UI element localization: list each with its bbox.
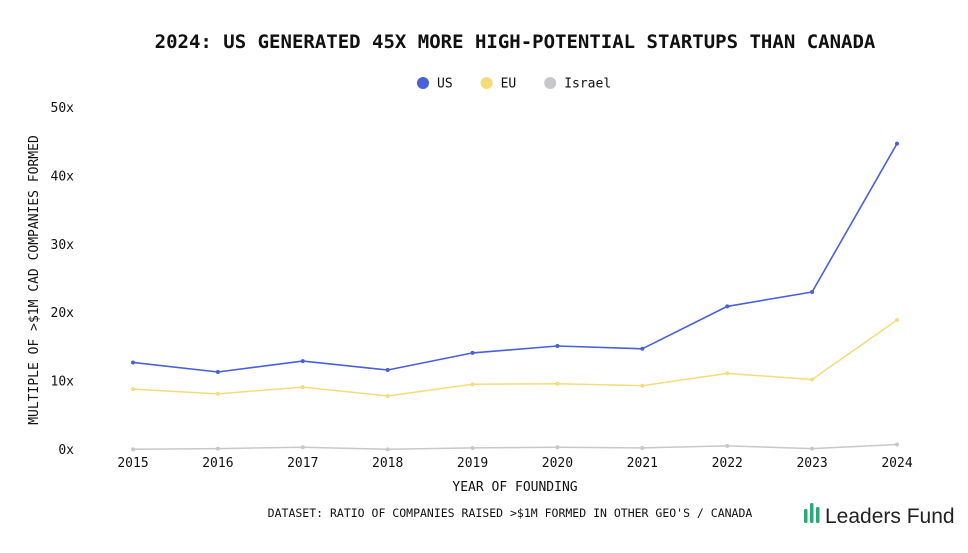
legend: US EU Israel [417, 77, 611, 92]
legend-swatch-eu [480, 77, 493, 89]
point-us-2020 [555, 344, 560, 349]
series-layer [131, 141, 899, 452]
point-us-2015 [131, 360, 135, 365]
point-us-2019 [470, 350, 475, 355]
point-us-2021 [640, 346, 645, 351]
point-israel-2019 [470, 445, 475, 450]
point-eu-2024 [895, 318, 899, 323]
point-eu-2019 [470, 382, 475, 387]
legend-swatch-israel [544, 77, 557, 89]
legend-label-israel: Israel [564, 77, 611, 92]
point-eu-2020 [555, 381, 560, 386]
x-tick-label-2023: 2023 [796, 456, 827, 471]
point-eu-2022 [725, 371, 730, 376]
series-us [131, 141, 899, 375]
x-tick-label-2024: 2024 [881, 456, 912, 471]
series-israel [131, 442, 899, 452]
point-us-2022 [725, 304, 730, 309]
point-eu-2016 [215, 391, 220, 396]
point-israel-2023 [810, 446, 815, 451]
x-tick-label-2016: 2016 [202, 456, 233, 471]
x-axis: 2015 2016 2017 2018 2019 2020 2021 2022 2023 2024 [117, 456, 912, 471]
legend-label-us: US [437, 77, 453, 92]
x-tick-label-2021: 2021 [627, 456, 658, 471]
point-israel-2021 [640, 445, 645, 450]
point-israel-2024 [895, 442, 899, 447]
y-tick-label-30: 30x [51, 238, 75, 253]
brand-logo: Leaders Fund [804, 503, 955, 528]
point-us-2017 [300, 359, 305, 364]
legend-swatch-us [417, 77, 429, 89]
y-tick-label-50: 50x [51, 101, 75, 116]
y-tick-label-40: 40x [51, 169, 75, 184]
y-axis-label: MULTIPLE OF >$1M CAD COMPANIES FORMED [27, 135, 42, 425]
x-tick-label-2019: 2019 [457, 456, 488, 471]
y-axis: 0x 10x 20x 30x 40x 50x [51, 101, 75, 458]
point-us-2016 [215, 370, 220, 375]
x-tick-label-2020: 2020 [542, 456, 573, 471]
point-us-2018 [385, 367, 390, 372]
point-israel-2017 [300, 445, 305, 450]
chart-title: 2024: US GENERATED 45X MORE HIGH-POTENTI… [155, 31, 876, 53]
series-line-us [132, 143, 898, 373]
series-line-eu [132, 319, 898, 397]
point-israel-2022 [725, 443, 730, 448]
brand-name: Leaders Fund [825, 505, 955, 528]
point-eu-2021 [640, 383, 645, 388]
brand-mark-icon [804, 503, 820, 523]
point-eu-2017 [300, 385, 305, 390]
x-tick-label-2018: 2018 [372, 456, 403, 471]
x-axis-label: YEAR OF FOUNDING [452, 480, 577, 495]
x-tick-label-2015: 2015 [117, 456, 148, 471]
point-eu-2023 [810, 377, 815, 382]
series-eu [131, 318, 899, 398]
y-tick-label-10: 10x [51, 375, 75, 390]
point-eu-2015 [131, 387, 135, 392]
point-israel-2018 [385, 447, 390, 452]
point-us-2024 [895, 141, 899, 146]
y-tick-label-20: 20x [51, 306, 75, 321]
point-israel-2015 [131, 447, 135, 452]
dataset-note: DATASET: RATIO OF COMPANIES RAISED >$1M … [268, 506, 753, 520]
y-tick-label-0: 0x [58, 443, 74, 458]
point-us-2023 [810, 289, 815, 294]
point-israel-2020 [555, 445, 560, 450]
legend-label-eu: EU [501, 77, 517, 92]
x-tick-label-2017: 2017 [287, 456, 318, 471]
point-eu-2018 [385, 393, 390, 398]
series-line-israel [132, 443, 898, 451]
x-tick-label-2022: 2022 [712, 456, 743, 471]
point-israel-2016 [215, 446, 220, 451]
